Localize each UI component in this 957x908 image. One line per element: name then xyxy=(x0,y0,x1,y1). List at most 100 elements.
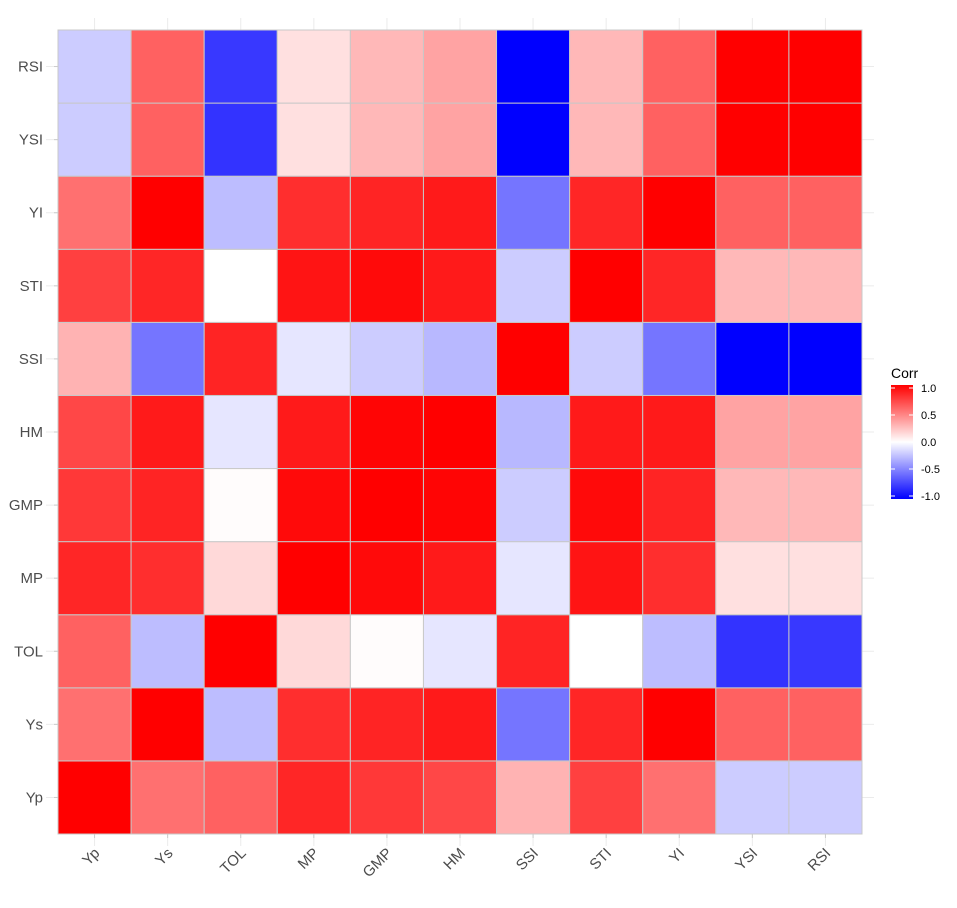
heatmap-cell-GMP-Yp xyxy=(349,760,424,835)
heatmap-cell-SSI-Yp xyxy=(496,760,571,835)
heatmap-cell-YSI-Ys xyxy=(715,687,790,762)
heatmap-cell-YI-HM xyxy=(642,394,717,470)
x-tick-label-YSI: YSI xyxy=(732,845,761,874)
heatmap-cell-Ys-HM xyxy=(130,394,205,470)
heatmap-cell-RSI-Ys xyxy=(788,687,863,762)
heatmap-cell-YSI-GMP xyxy=(715,468,790,543)
heatmap-cell-GMP-TOL xyxy=(349,614,424,689)
legend-colorbar xyxy=(891,385,913,499)
heatmap-cell-YSI-Yp xyxy=(715,760,790,835)
heatmap-cell-STI-GMP xyxy=(569,468,644,543)
heatmap-cell-MP-YSI xyxy=(276,102,351,177)
heatmap-cell-HM-STI xyxy=(422,248,498,323)
heatmap-cell-Ys-MP xyxy=(130,541,205,616)
heatmap-cell-SSI-MP xyxy=(496,541,571,616)
y-tick-label-SSI: SSI xyxy=(19,351,43,368)
heatmap-cell-HM-Ys xyxy=(422,687,498,762)
heatmap-cell-SSI-STI xyxy=(496,248,571,323)
heatmap-cell-GMP-YI xyxy=(349,175,424,250)
heatmap-cell-Ys-TOL xyxy=(130,614,205,689)
x-tick-label-GMP: GMP xyxy=(360,845,396,881)
heatmap-cell-YSI-SSI xyxy=(715,321,790,396)
heatmap-cell-TOL-MP xyxy=(203,541,278,616)
legend-label: 0.0 xyxy=(921,437,936,449)
heatmap-cell-YSI-TOL xyxy=(715,614,790,689)
heatmap-cell-TOL-HM xyxy=(203,394,278,470)
heatmap-cell-YI-YI xyxy=(642,175,717,250)
heatmap-cell-TOL-RSI xyxy=(203,29,278,104)
heatmap-cell-RSI-HM xyxy=(788,394,863,470)
heatmap-cell-Yp-SSI xyxy=(57,321,132,396)
heatmap-cell-Ys-SSI xyxy=(130,321,205,396)
y-tick-label-YSI: YSI xyxy=(19,132,43,149)
heatmap-cell-MP-Ys xyxy=(276,687,351,762)
heatmap-cell-RSI-GMP xyxy=(788,468,863,543)
heatmap-cell-YI-YSI xyxy=(642,102,717,177)
heatmap-cell-GMP-HM xyxy=(349,394,424,470)
y-tick-label-GMP: GMP xyxy=(9,497,43,514)
heatmap-cell-MP-SSI xyxy=(276,321,351,396)
heatmap-cell-RSI-YSI xyxy=(788,102,863,177)
heatmap-cell-GMP-STI xyxy=(349,248,424,323)
heatmap-cell-MP-TOL xyxy=(276,614,351,689)
heatmap-cell-Yp-STI xyxy=(57,248,132,323)
heatmap-cell-YI-TOL xyxy=(642,614,717,689)
heatmap-cell-YSI-HM xyxy=(715,394,790,470)
heatmap-cell-TOL-Ys xyxy=(203,687,278,762)
heatmap-cell-YI-Ys xyxy=(642,687,717,762)
heatmap-cell-SSI-YI xyxy=(496,175,571,250)
legend-title: Corr xyxy=(891,365,919,381)
heatmap-cell-SSI-YSI xyxy=(496,102,571,177)
heatmap-cell-Yp-TOL xyxy=(57,614,132,689)
heatmap-cell-GMP-MP xyxy=(349,541,424,616)
x-tick-label-Ys: Ys xyxy=(152,845,176,869)
heatmap-cell-SSI-TOL xyxy=(496,614,571,689)
y-axis-ticks: Yp Ys TOL MP GMP HM SSI STI YI YSI RSI xyxy=(9,59,58,806)
heatmap-cell-YSI-RSI xyxy=(715,29,790,104)
legend: Corr 1.0 0.5 0.0 -0.5 -1.0 xyxy=(891,365,940,503)
heatmap-cell-MP-Yp xyxy=(276,760,351,835)
heatmap-cell-HM-TOL xyxy=(422,614,498,689)
x-tick-label-SSI: SSI xyxy=(513,845,542,874)
heatmap-cell-Yp-Ys xyxy=(57,687,132,762)
heatmap-cell-STI-Ys xyxy=(569,687,644,762)
heatmap-cells xyxy=(57,29,863,835)
heatmap-cell-RSI-Yp xyxy=(788,760,863,835)
heatmap-cell-SSI-HM xyxy=(496,394,571,470)
heatmap-cell-STI-TOL xyxy=(569,614,644,689)
y-tick-label-STI: STI xyxy=(20,278,43,295)
heatmap-cell-Ys-Yp xyxy=(130,760,205,835)
heatmap-cell-Yp-GMP xyxy=(57,468,132,543)
heatmap-cell-YI-GMP xyxy=(642,468,717,543)
heatmap-cell-GMP-SSI xyxy=(349,321,424,396)
heatmap-cell-Ys-GMP xyxy=(130,468,205,543)
heatmap-cell-HM-GMP xyxy=(422,468,498,543)
x-tick-label-YI: YI xyxy=(666,845,688,867)
y-tick-label-YI: YI xyxy=(29,205,43,222)
heatmap-cell-MP-RSI xyxy=(276,29,351,104)
heatmap-cell-TOL-TOL xyxy=(203,614,278,689)
y-tick-label-MP: MP xyxy=(21,570,44,587)
heatmap-cell-MP-STI xyxy=(276,248,351,323)
heatmap-cell-SSI-SSI xyxy=(496,321,571,396)
x-tick-label-TOL: TOL xyxy=(217,845,249,877)
heatmap-cell-STI-YI xyxy=(569,175,644,250)
heatmap-cell-Yp-HM xyxy=(57,394,132,470)
heatmap-cell-STI-YSI xyxy=(569,102,644,177)
heatmap-cell-SSI-Ys xyxy=(496,687,571,762)
x-tick-label-RSI: RSI xyxy=(805,845,835,875)
legend-label: -0.5 xyxy=(921,464,940,476)
heatmap-cell-TOL-YI xyxy=(203,175,278,250)
heatmap-cell-STI-SSI xyxy=(569,321,644,396)
heatmap-cell-HM-YI xyxy=(422,175,498,250)
heatmap-cell-Yp-YSI xyxy=(57,102,132,177)
heatmap-cell-YSI-YSI xyxy=(715,102,790,177)
heatmap-cell-Yp-MP xyxy=(57,541,132,616)
heatmap-cell-Ys-Ys xyxy=(130,687,205,762)
x-axis-ticks: Yp Ys TOL MP GMP HM SSI STI YI YSI RSI xyxy=(79,834,834,881)
heatmap-cell-Ys-STI xyxy=(130,248,205,323)
x-tick-label-MP: MP xyxy=(295,845,323,873)
heatmap-cell-HM-YSI xyxy=(422,102,498,177)
heatmap-cell-RSI-TOL xyxy=(788,614,863,689)
